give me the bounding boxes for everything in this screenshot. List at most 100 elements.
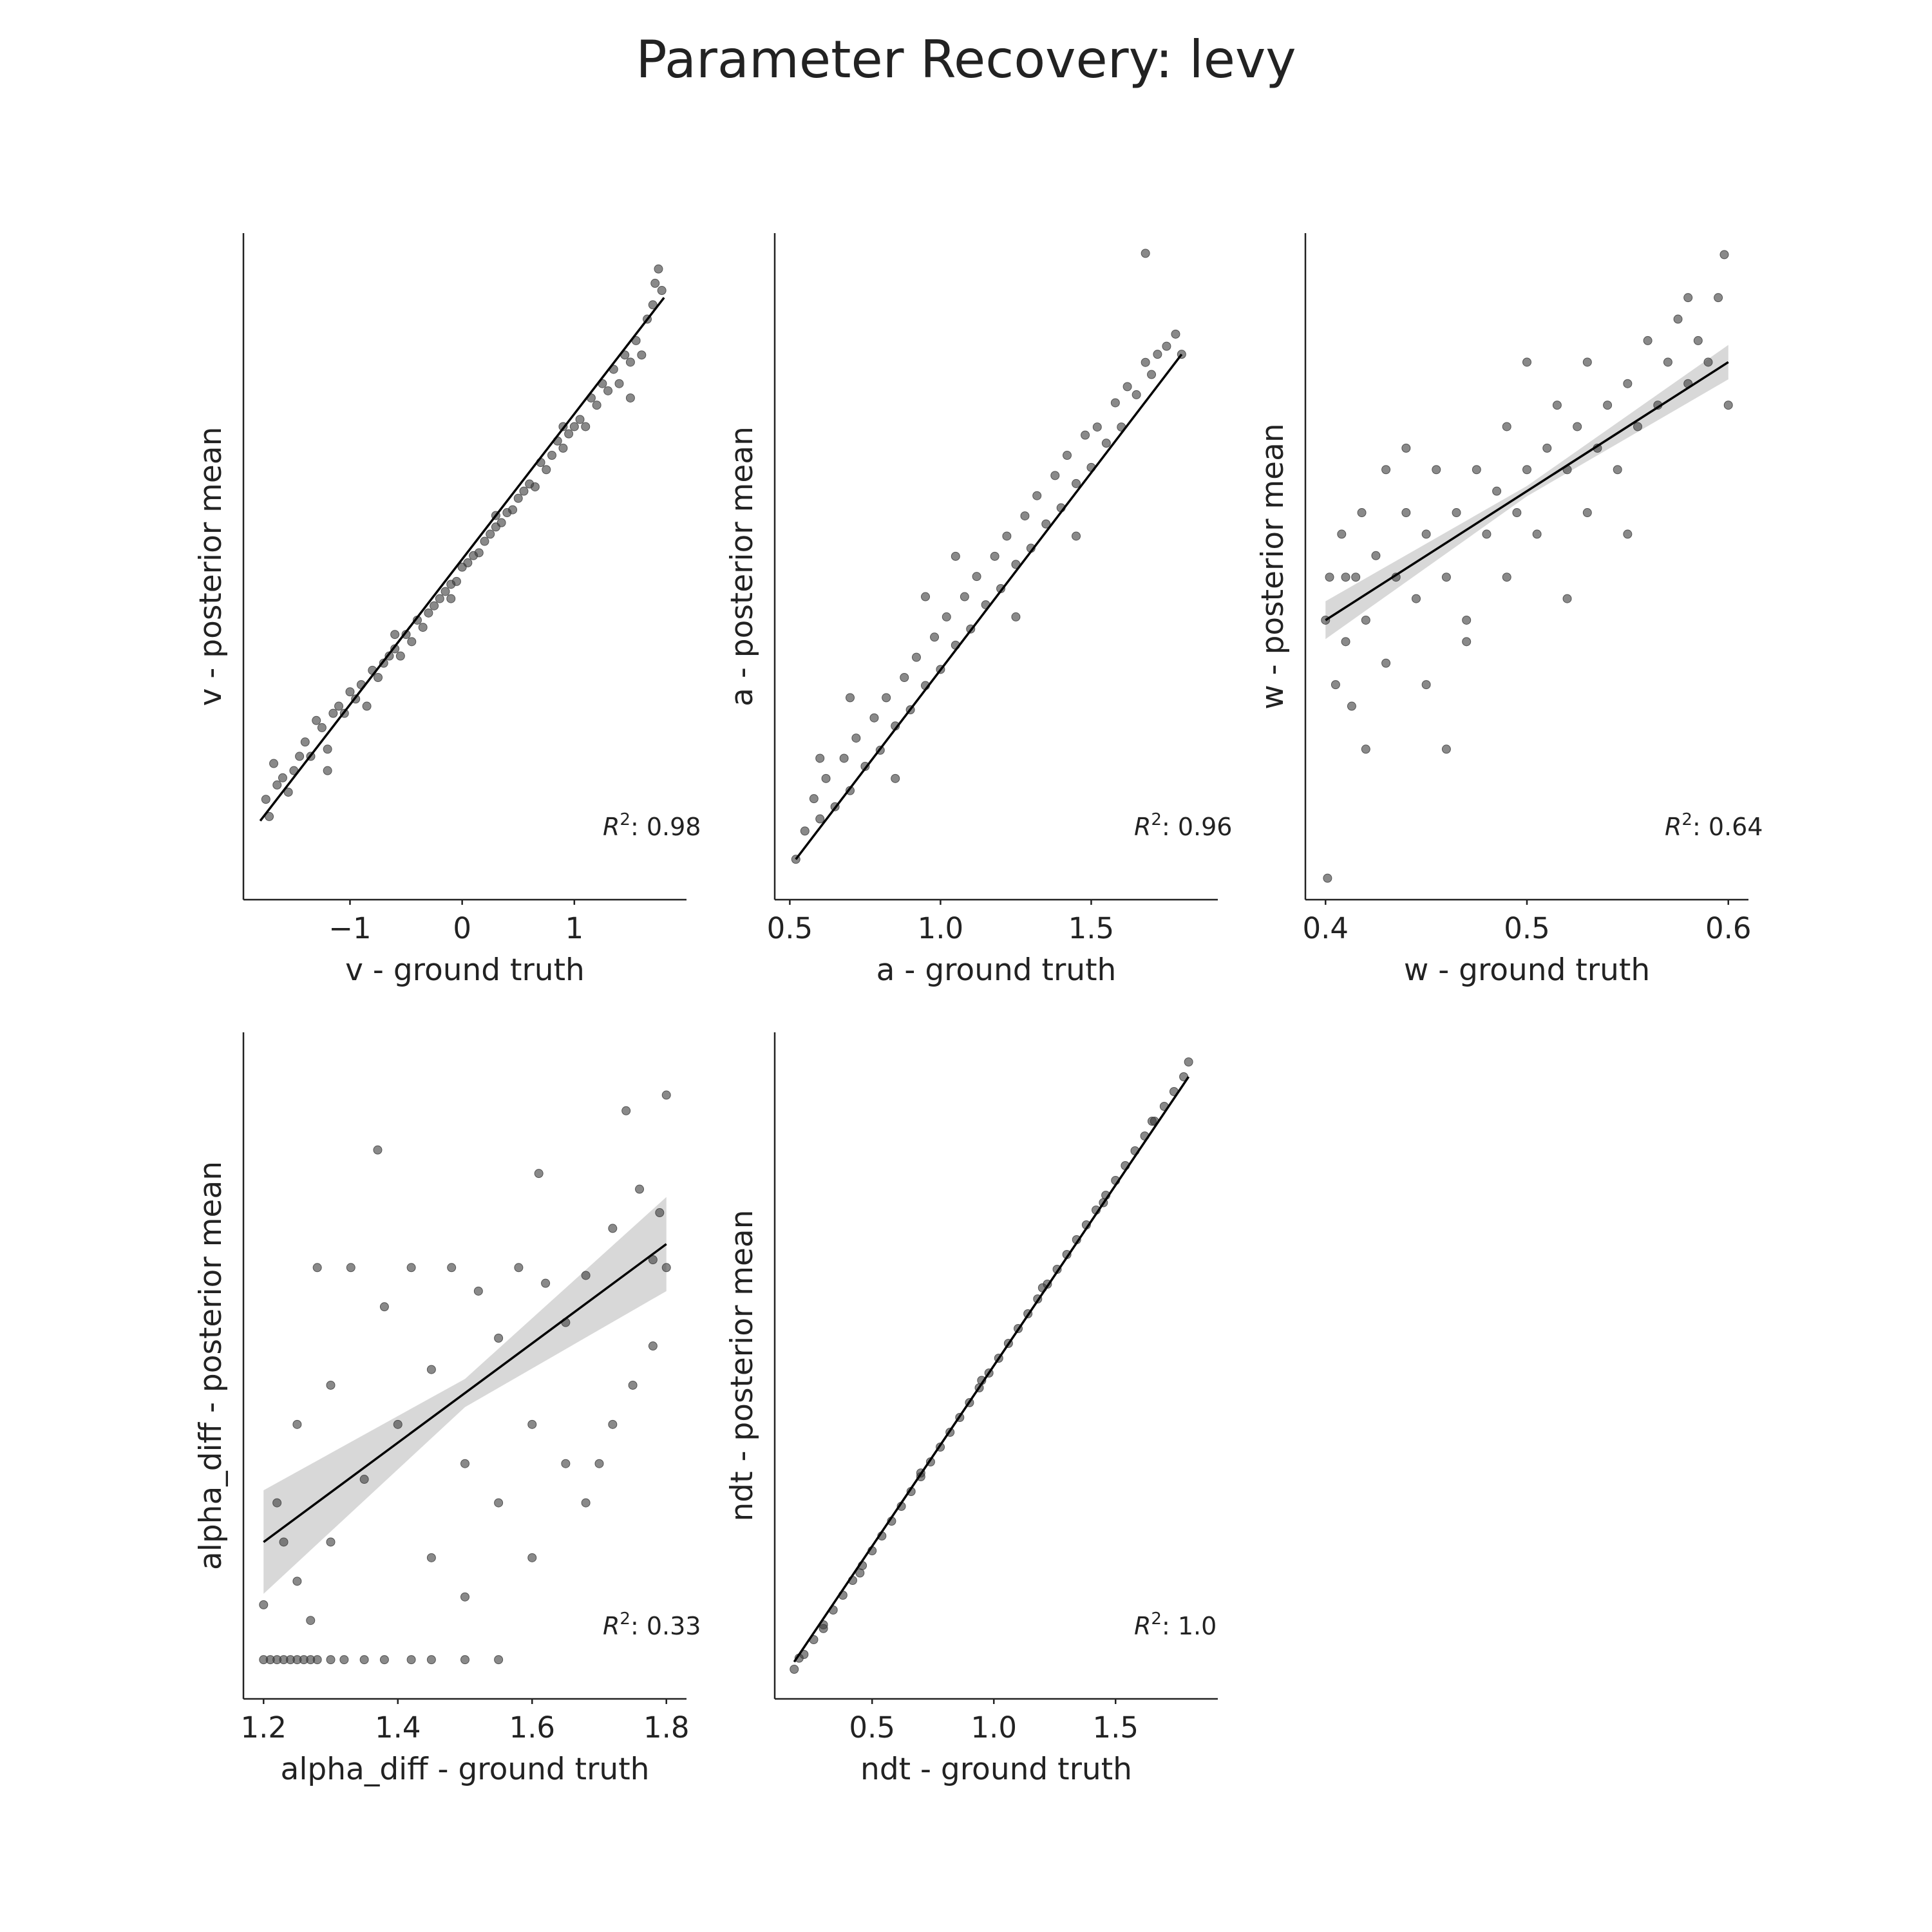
alpha_diff-point xyxy=(312,1655,322,1665)
a-point xyxy=(891,773,900,783)
alpha_diff-point xyxy=(655,1208,665,1218)
ndt-point xyxy=(1147,1117,1157,1126)
v-point xyxy=(334,701,344,711)
w-point xyxy=(1552,401,1562,410)
v-point xyxy=(648,300,658,310)
alpha_diff-confidence-band xyxy=(263,1197,667,1594)
v-point xyxy=(323,744,332,754)
v-x-tick-label: 1 xyxy=(565,911,584,945)
w-r2-annotation: R2: 0.64 xyxy=(1665,810,1763,841)
v-point xyxy=(575,415,585,424)
v-point xyxy=(603,386,613,395)
w-y-axis-label: w - posterior mean xyxy=(1255,423,1291,709)
w-point xyxy=(1502,422,1511,431)
w-point xyxy=(1325,573,1334,582)
a-point xyxy=(821,773,831,783)
v-point xyxy=(480,536,489,546)
alpha_diff-point xyxy=(661,1263,671,1273)
alpha_diff-point xyxy=(379,1302,389,1312)
ndt-point xyxy=(790,1665,799,1674)
w-point xyxy=(1361,744,1370,754)
v-point xyxy=(265,811,274,821)
w-point xyxy=(1441,573,1451,582)
w-point xyxy=(1512,508,1522,518)
w-point xyxy=(1683,293,1693,303)
alpha_diff-point xyxy=(648,1341,658,1351)
alpha_diff-point xyxy=(312,1263,322,1273)
v-point xyxy=(569,422,579,431)
w-point xyxy=(1381,658,1391,668)
a-point xyxy=(846,693,855,703)
alpha_diff-point xyxy=(406,1655,416,1665)
w-x-axis-label: w - ground truth xyxy=(1404,952,1650,988)
w-point xyxy=(1432,465,1441,475)
a-x-tick-label: 1.5 xyxy=(1068,911,1115,945)
a-point xyxy=(1147,370,1157,379)
w-point xyxy=(1401,443,1411,453)
a-point xyxy=(1132,390,1141,399)
ndt-x-tick-label: 1.0 xyxy=(971,1710,1017,1745)
alpha_diff-point xyxy=(635,1184,645,1194)
a-point xyxy=(809,794,819,804)
v-point xyxy=(650,278,660,288)
alpha_diff-r2-annotation: R2: 0.33 xyxy=(603,1609,701,1640)
ndt-x-axis-label: ndt - ground truth xyxy=(860,1752,1132,1787)
w-point xyxy=(1371,551,1381,560)
w-point xyxy=(1492,486,1502,496)
a-point xyxy=(1110,398,1120,408)
v-point xyxy=(625,393,635,402)
w-point xyxy=(1582,508,1592,518)
figure-title: Parameter Recovery: levy xyxy=(636,30,1296,90)
v-point xyxy=(564,429,574,439)
v-point xyxy=(463,558,473,567)
w-point xyxy=(1623,529,1633,539)
w-x-tick-label: 0.6 xyxy=(1705,911,1752,945)
v-point xyxy=(283,788,293,797)
v-point xyxy=(312,715,321,725)
v-point xyxy=(654,264,663,274)
alpha_diff-point xyxy=(648,1255,658,1265)
alpha_diff-point xyxy=(594,1459,604,1468)
v-point xyxy=(614,379,624,388)
v-point xyxy=(295,752,305,761)
a-point xyxy=(839,753,849,763)
alpha_diff-x-tick-label: 1.2 xyxy=(240,1710,287,1745)
w-point xyxy=(1703,357,1713,367)
w-point xyxy=(1421,529,1431,539)
panel-a: 0.5 1.0 1.5 a - ground truth a - posterior m… xyxy=(724,233,1232,988)
alpha_diff-point xyxy=(494,1498,504,1508)
alpha_diff-x-tick-label: 1.6 xyxy=(509,1710,555,1745)
w-point xyxy=(1482,529,1492,539)
v-point xyxy=(440,587,450,596)
w-point xyxy=(1573,422,1582,431)
v-point xyxy=(317,723,327,732)
alpha_diff-fit-line xyxy=(263,1243,667,1543)
a-fit-line xyxy=(795,354,1183,860)
alpha_diff-point xyxy=(292,1419,302,1429)
alpha_diff-x-tick-label: 1.8 xyxy=(643,1710,690,1745)
w-point xyxy=(1472,465,1481,475)
alpha_diff-point xyxy=(346,1263,355,1273)
v-point xyxy=(300,737,310,747)
v-point xyxy=(581,422,591,431)
alpha_diff-point xyxy=(379,1655,389,1665)
alpha_diff-point xyxy=(534,1169,544,1179)
w-point xyxy=(1381,465,1391,475)
a-point xyxy=(1032,491,1042,500)
a-point xyxy=(869,713,879,723)
v-point xyxy=(430,601,439,611)
v-point xyxy=(625,357,635,367)
alpha_diff-point xyxy=(426,1553,436,1562)
alpha_diff-point xyxy=(359,1655,369,1665)
a-point xyxy=(1141,357,1150,367)
w-point xyxy=(1351,573,1361,582)
w-point xyxy=(1337,529,1347,539)
w-point xyxy=(1341,637,1350,647)
panel-alpha_diff: 1.2 1.4 1.6 1.8 alpha_diff - ground truth alp… xyxy=(193,1032,701,1787)
alpha_diff-point xyxy=(339,1655,349,1665)
v-point xyxy=(272,780,282,790)
w-point xyxy=(1412,594,1421,603)
v-point xyxy=(446,594,456,603)
alpha_diff-point xyxy=(447,1263,457,1273)
